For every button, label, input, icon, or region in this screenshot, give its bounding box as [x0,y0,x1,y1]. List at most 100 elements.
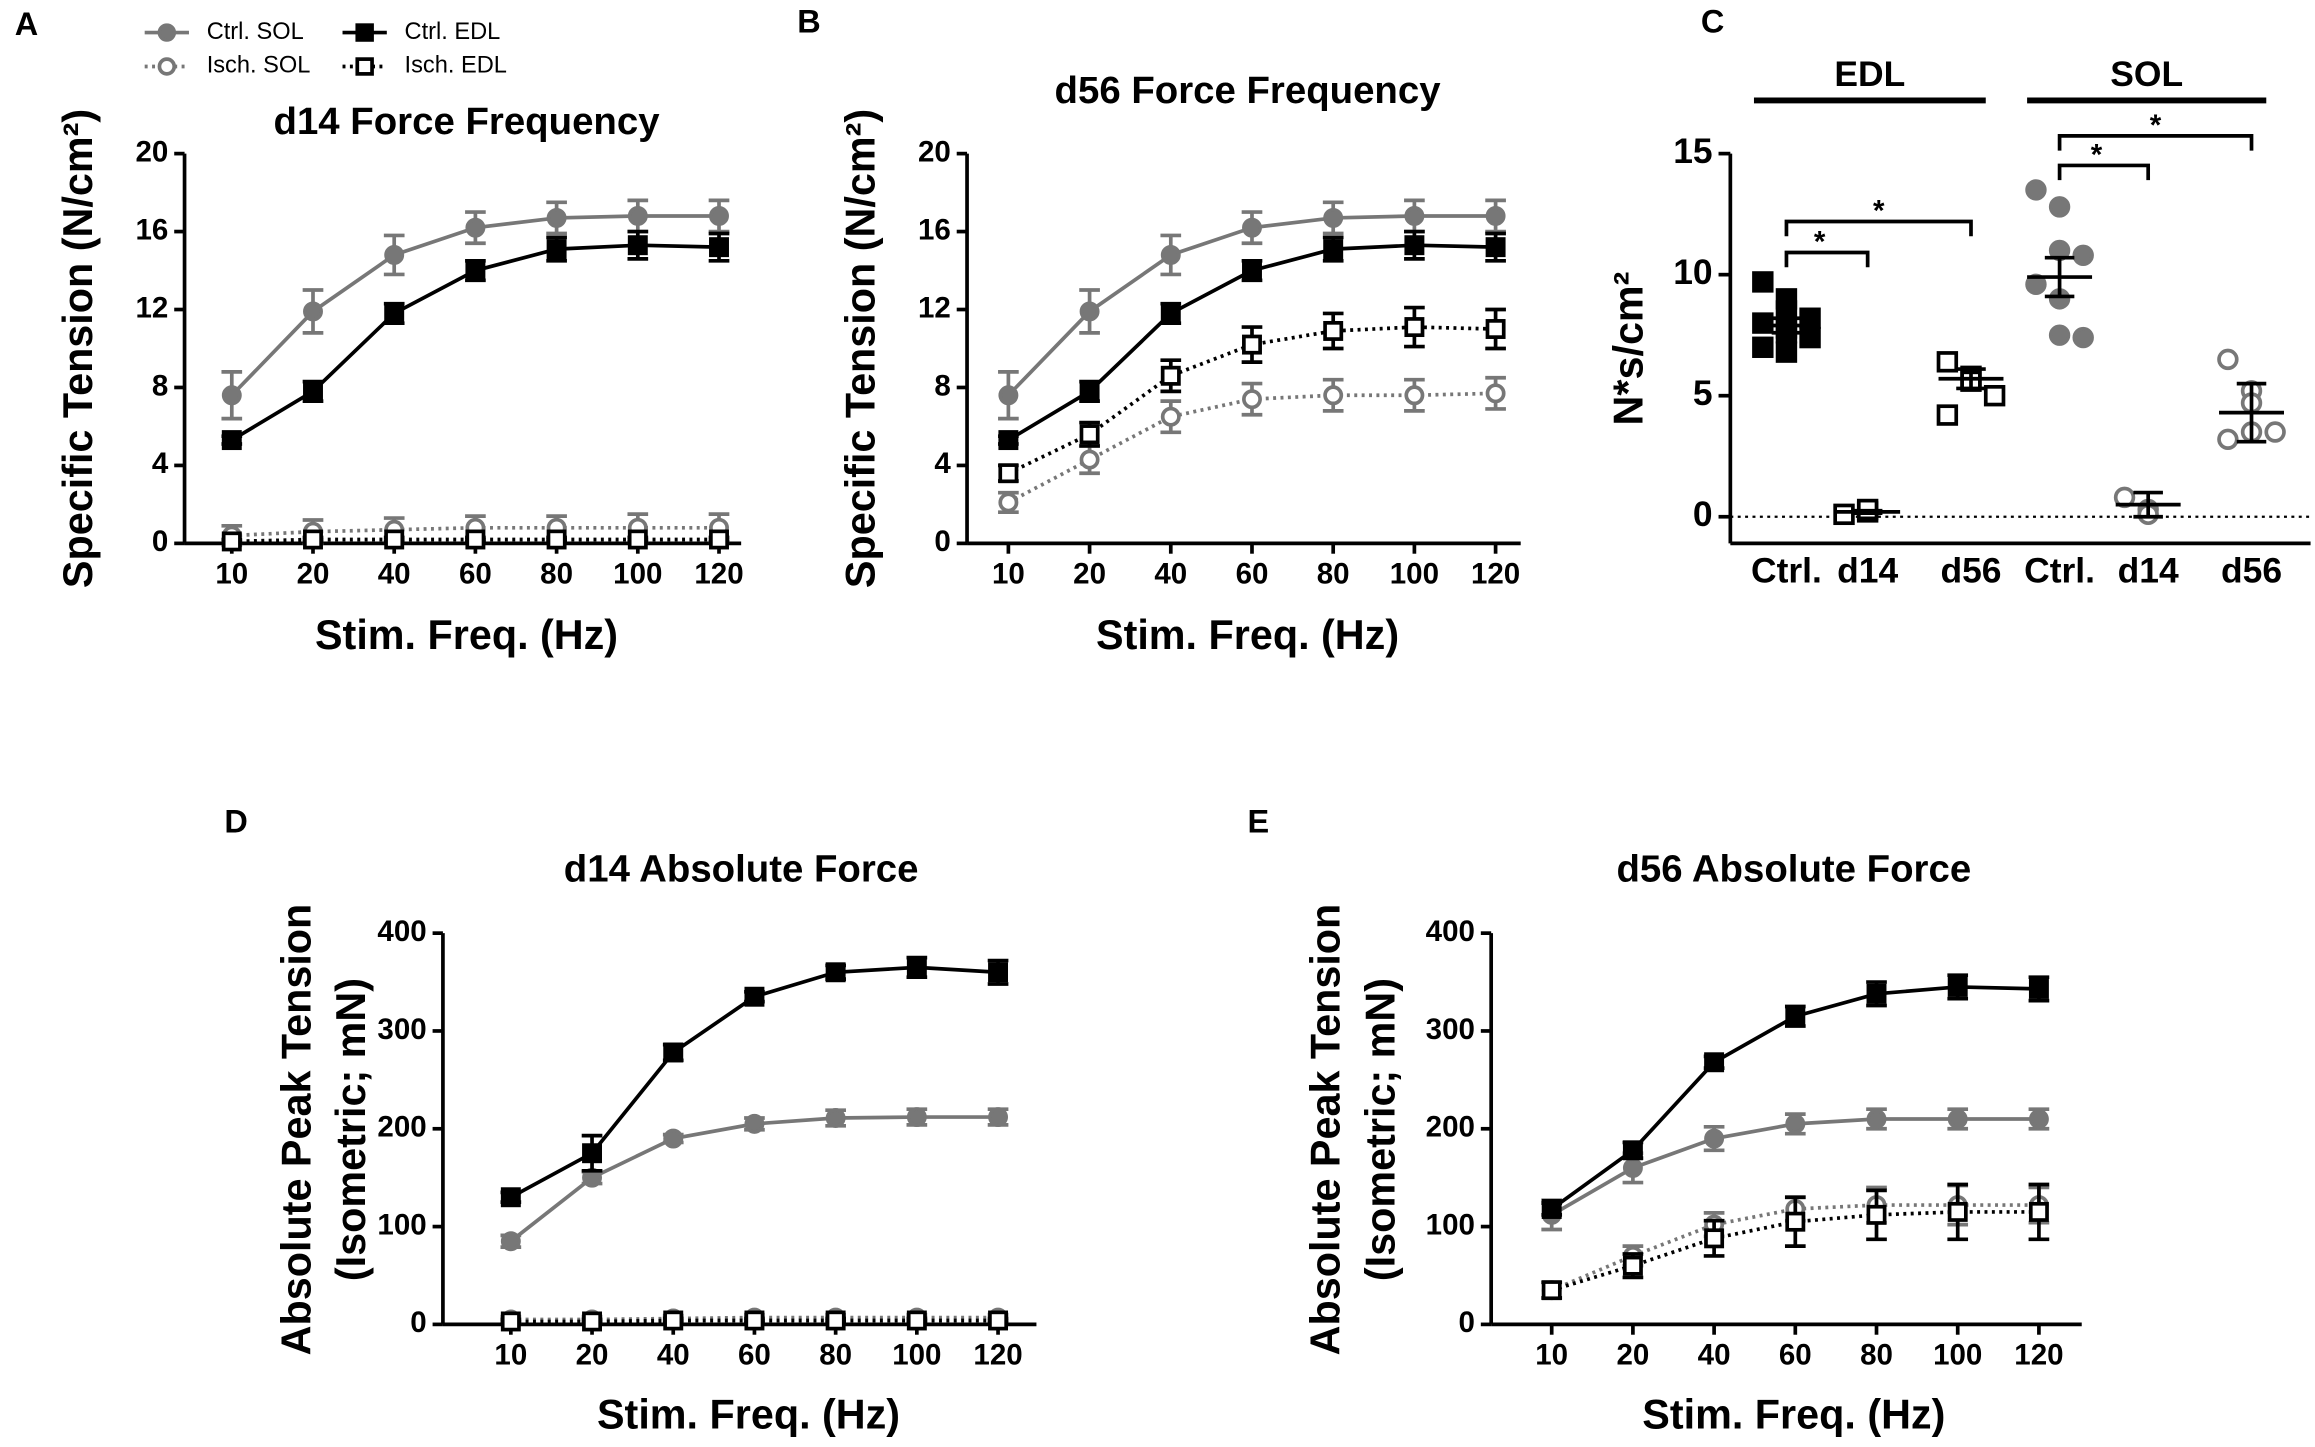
data-point [2217,428,2239,450]
y-tick-label: 100 [377,1208,426,1241]
chart-title: d56 Force Frequency [1055,69,1442,112]
data-point [500,1311,521,1332]
data-point [384,244,405,265]
x-tick-label: 40 [1154,558,1187,591]
data-point [906,1310,927,1331]
x-tick-label: 20 [1073,558,1106,591]
data-point [384,529,405,550]
data-point [1947,976,1968,997]
data-point [465,217,486,238]
sem-bar [1852,508,1883,515]
comparison-bracket [1784,250,1870,268]
panel-letter: E [1248,803,1270,839]
y-tick-label: 20 [135,135,168,168]
data-point [2217,348,2239,371]
data-point [1622,1140,1643,1161]
x-tick-label: 20 [1616,1339,1649,1372]
data-point [1704,1128,1725,1149]
significance-label: * [1814,225,1826,258]
data-point [998,385,1019,406]
panel-letter: B [797,3,820,39]
data-point [998,430,1019,451]
data-point [825,1108,846,1128]
y-tick-label: 0 [410,1306,426,1339]
sem-bar [2044,255,2075,299]
x-tick-label: 20 [576,1339,609,1372]
y-tick-label: 16 [135,213,168,246]
panel-letter: A [15,6,38,42]
data-point [1323,207,1344,228]
y-tick-label: 400 [1426,915,1475,948]
data-point [906,1107,927,1128]
y-axis-label: Specific Tension (N/cm²) [838,109,884,588]
data-point [744,1113,765,1134]
panel-letter: D [224,803,247,839]
legend-marker [355,23,374,42]
data-point [1833,503,1855,526]
data-point [303,529,323,550]
y-tick-label: 0 [1693,494,1713,534]
y-tick-label: 0 [934,525,950,558]
data-point [1485,319,1506,339]
data-point [1160,406,1181,427]
sem-bar [1956,367,1986,391]
x-tick-label: d56 [2221,550,2282,590]
x-tick-label: 120 [2014,1339,2063,1372]
x-tick-label: 80 [1317,558,1350,591]
data-point [1242,389,1262,410]
x-tick-label: 100 [1390,558,1439,591]
data-point [1160,365,1181,386]
x-tick-label: 80 [819,1339,852,1372]
data-point [1404,206,1425,226]
data-point [744,1310,765,1331]
x-axis-label: Stim. Freq. (Hz) [597,1391,900,1437]
data-point [221,385,242,406]
data-point [663,1128,684,1149]
data-point [546,207,567,228]
data-point [1936,404,1959,426]
data-point [2264,421,2286,443]
y-axis-label: Specific Tension (N/cm²) [55,109,101,588]
x-tick-label: d14 [2118,550,2179,590]
chart-title: d14 Absolute Force [564,847,919,890]
data-point [825,962,846,983]
y-tick-label: 0 [152,525,168,558]
x-tick-label: 40 [657,1339,690,1372]
data-point [988,962,1009,983]
data-point [627,235,648,256]
data-point [1242,334,1262,355]
data-point [1752,336,1774,358]
sem-bar [2133,490,2163,519]
data-point [1485,206,1506,226]
y-tick-label: 4 [934,447,951,480]
data-point [1404,385,1425,406]
data-point [221,531,242,552]
data-point [627,529,648,550]
chart-title: d56 Absolute Force [1616,847,1971,890]
y-axis-label: (Isometric; mN) [1357,978,1403,1281]
data-point [2072,244,2094,266]
legend-label: Ctrl. SOL [207,19,304,45]
data-point [2048,196,2071,218]
y-tick-label: 200 [377,1111,426,1144]
y-tick-label: 300 [377,1013,426,1046]
data-point [1242,217,1262,238]
comparison-bracket [2057,163,2151,181]
data-point [2048,324,2071,346]
legend-marker [355,57,374,76]
significance-label: * [1873,194,1885,227]
y-tick-label: 300 [1426,1013,1475,1046]
y-tick-label: 16 [918,213,951,246]
data-point [1775,341,1798,363]
y-axis-label: (Isometric; mN) [328,978,374,1281]
y-tick-label: 4 [152,447,169,480]
group-label: SOL [2110,54,2183,94]
x-tick-label: 60 [738,1339,771,1372]
data-point [221,430,242,451]
data-point [303,381,323,402]
y-tick-label: 400 [377,915,426,948]
data-point [709,237,729,258]
legend-label: Isch. SOL [207,53,311,79]
x-tick-label: 20 [297,558,330,591]
